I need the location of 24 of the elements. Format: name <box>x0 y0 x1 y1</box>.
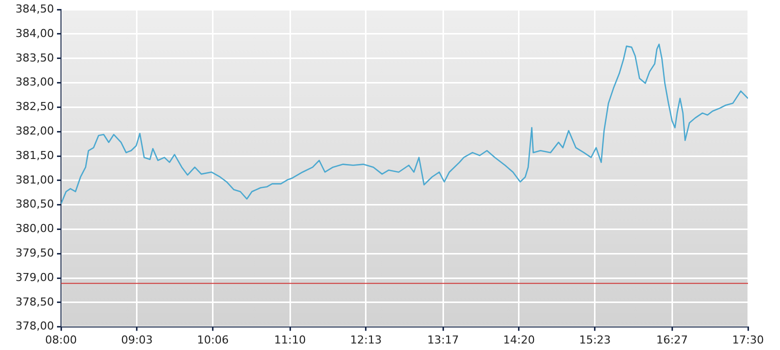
x-tick-label: 15:23 <box>579 333 611 346</box>
y-tick-label: 380,50 <box>16 198 54 211</box>
y-tick-label: 379,50 <box>16 246 54 260</box>
y-tick-label: 381,50 <box>16 148 54 162</box>
y-tick-label: 378,00 <box>16 320 54 333</box>
x-tick-label: 14:20 <box>503 333 535 346</box>
y-tick-label: 383,00 <box>16 76 54 89</box>
x-tick-label: 16:27 <box>656 333 688 346</box>
y-tick-label: 378,50 <box>16 295 54 308</box>
y-tick-label: 381,00 <box>16 173 54 186</box>
x-tick-label: 09:03 <box>121 333 153 346</box>
y-tick-label: 379,00 <box>16 270 54 284</box>
y-tick-label: 383,50 <box>16 51 54 64</box>
x-tick-label: 08:00 <box>45 333 77 346</box>
x-tick-label: 13:17 <box>427 333 459 346</box>
x-tick-label: 17:30 <box>732 333 764 346</box>
x-tick-label: 12:13 <box>350 333 382 346</box>
y-tick-label: 380,00 <box>16 222 54 236</box>
x-tick-label: 10:06 <box>197 333 229 346</box>
x-tick-label: 11:10 <box>274 333 306 346</box>
y-tick-label: 382,50 <box>16 100 54 114</box>
y-tick-label: 384,50 <box>16 2 54 16</box>
y-tick-label: 384,00 <box>16 26 54 40</box>
y-tick-label: 382,00 <box>16 124 54 138</box>
